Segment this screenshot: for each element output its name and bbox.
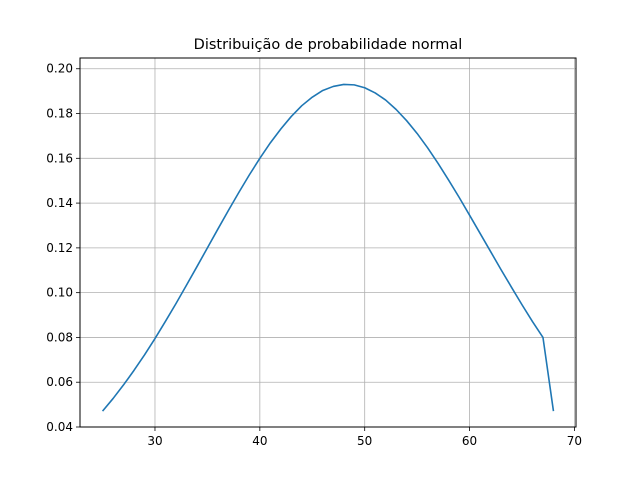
plot-frame xyxy=(79,57,577,428)
y-tick-label: 0.06 xyxy=(46,375,73,389)
grid xyxy=(80,58,576,428)
x-tick-label: 50 xyxy=(357,434,372,448)
series-line xyxy=(101,83,555,412)
series-group xyxy=(101,83,555,412)
y-axis: 0.04 0.06 0.08 0.10 0.12 0.14 0.16 0.18 0.20 xyxy=(46,62,80,434)
y-tick-label: 0.16 xyxy=(46,151,73,165)
y-tick-label: 0.10 xyxy=(46,286,73,300)
x-tick-label: 40 xyxy=(252,434,267,448)
y-tick-label: 0.20 xyxy=(46,62,73,76)
y-tick-label: 0.12 xyxy=(46,241,73,255)
y-tick-label: 0.18 xyxy=(46,107,73,121)
x-tick-label: 60 xyxy=(462,434,477,448)
x-axis: 30 40 50 60 70 xyxy=(147,427,582,448)
y-tick-label: 0.14 xyxy=(46,196,73,210)
x-tick-label: 30 xyxy=(147,434,162,448)
chart-title: Distribuição de probabilidade normal xyxy=(194,37,463,53)
x-tick-label: 70 xyxy=(567,434,582,448)
y-tick-label: 0.08 xyxy=(46,330,73,344)
y-tick-label: 0.04 xyxy=(46,420,73,434)
